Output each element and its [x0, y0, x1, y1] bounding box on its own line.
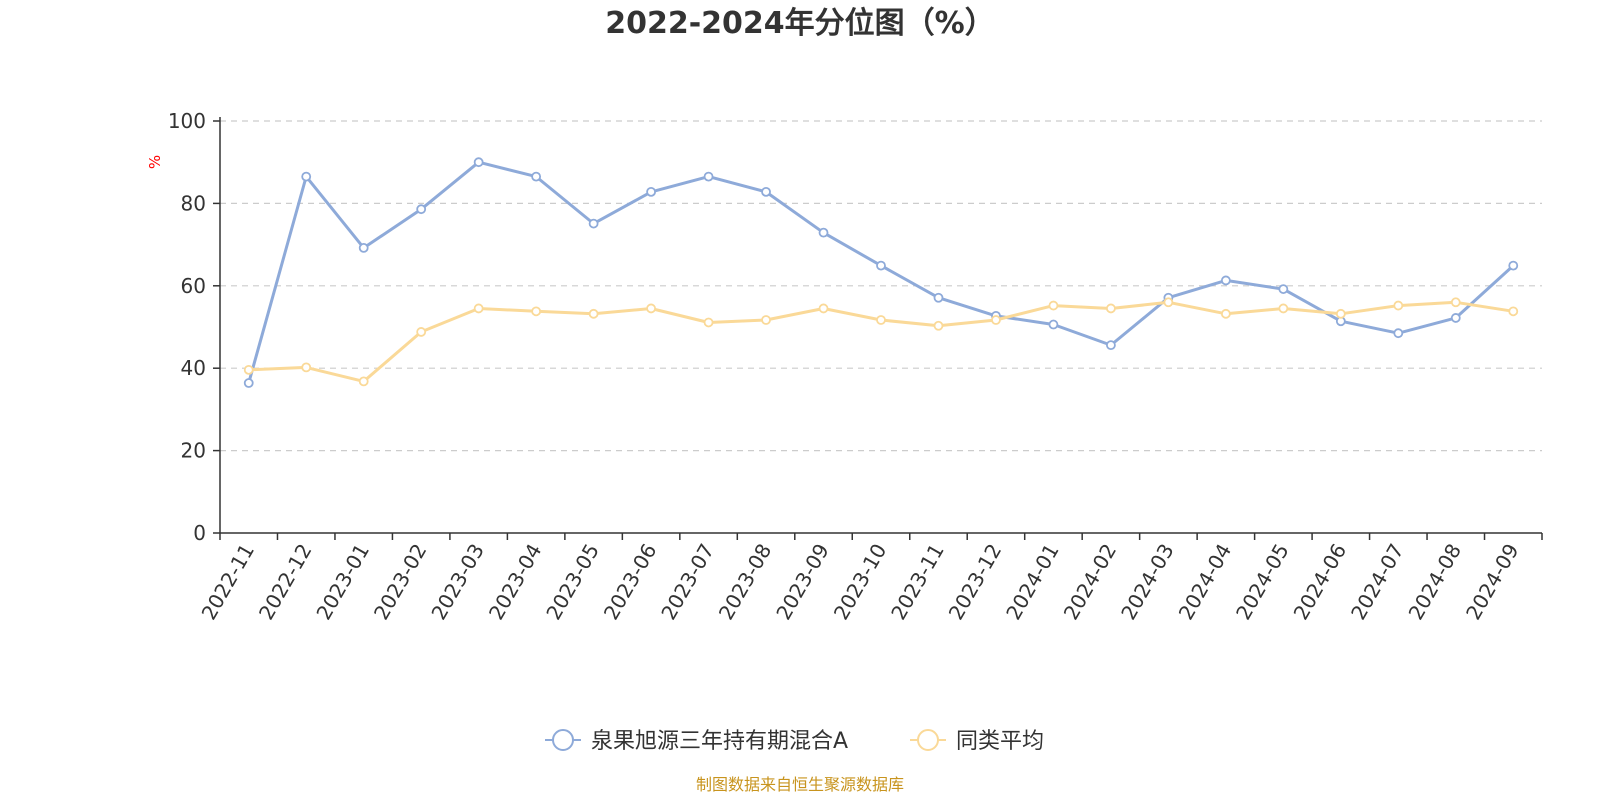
x-tick-label: 2023-01 [311, 540, 374, 624]
series-1 [243, 297, 1519, 387]
data-point [1163, 297, 1174, 308]
data-point [1220, 308, 1231, 319]
data-point [646, 186, 656, 197]
data-point [473, 303, 484, 314]
x-tick-label: 2024-02 [1059, 540, 1122, 624]
data-point [531, 306, 542, 317]
x-tick-label: 2024-06 [1289, 540, 1352, 624]
data-point [761, 186, 771, 197]
data-point [991, 315, 1001, 325]
x-tick-label: 2023-08 [714, 540, 777, 624]
data-point [1278, 284, 1289, 294]
data-point [473, 157, 484, 168]
data-point [301, 362, 312, 373]
data-point [588, 308, 599, 319]
legend-item-1: 同类平均 [910, 729, 1044, 754]
data-point [703, 317, 714, 328]
data-point [1048, 300, 1059, 311]
x-tick-label: 2023-05 [541, 540, 604, 624]
x-tick-label: 2023-04 [484, 540, 547, 624]
data-point [416, 204, 427, 215]
x-tick-label: 2024-05 [1231, 540, 1294, 624]
data-point [646, 303, 656, 314]
data-point [1508, 260, 1519, 271]
data-point [876, 315, 886, 325]
x-axis-ticks: 2022-112022-122023-012023-022023-032023-… [196, 533, 1543, 624]
data-point [1450, 313, 1461, 323]
y-tick-label: 0 [193, 521, 206, 545]
x-tick-label: 2024-01 [1001, 540, 1064, 624]
data-point [358, 376, 369, 387]
x-tick-label: 2023-10 [829, 540, 892, 624]
data-point [1335, 308, 1346, 319]
x-tick-label: 2024-07 [1346, 540, 1409, 624]
legend-label: 同类平均 [956, 729, 1044, 754]
data-point [358, 242, 369, 253]
data-point [818, 303, 829, 314]
data-point [818, 227, 829, 238]
x-tick-label: 2023-02 [369, 540, 432, 624]
legend: 泉果旭源三年持有期混合A 同类平均 [545, 729, 1044, 754]
data-point [1106, 340, 1116, 351]
x-tick-label: 2024-09 [1461, 540, 1524, 624]
data-point [703, 171, 714, 182]
x-tick-label: 2024-03 [1116, 540, 1179, 624]
x-tick-label: 2024-08 [1404, 540, 1467, 624]
series-line [247, 160, 1515, 384]
legend-item-0: 泉果旭源三年持有期混合A [545, 729, 848, 754]
series-line [248, 300, 1514, 383]
chart-title: 2022-2024年分位图（%） [605, 6, 995, 41]
y-axis-unit: % [146, 155, 164, 169]
y-axis-ticks: 0 20 40 60 80 100 [168, 109, 220, 545]
data-point [531, 171, 542, 182]
x-tick-label: 2023-03 [426, 540, 489, 624]
data-point [1106, 303, 1116, 314]
x-tick-label: 2023-06 [599, 540, 662, 624]
x-tick-label: 2023-12 [944, 540, 1007, 624]
x-tick-label: 2022-12 [254, 540, 317, 624]
data-point [876, 260, 886, 271]
data-point [1450, 297, 1461, 308]
data-point [933, 292, 944, 303]
y-tick-label: 40 [181, 356, 206, 380]
data-point [1220, 275, 1231, 286]
legend-swatch-marker [917, 729, 939, 751]
x-tick-label: 2023-09 [771, 540, 834, 624]
data-point [588, 218, 599, 229]
y-tick-label: 20 [181, 439, 206, 463]
data-point [933, 320, 944, 331]
gridlines [220, 120, 1542, 452]
legend-swatch-marker [552, 729, 574, 751]
axes [219, 117, 1542, 534]
data-point [1393, 328, 1404, 339]
data-point [416, 327, 427, 337]
y-tick-label: 80 [181, 191, 206, 215]
y-tick-label: 100 [168, 109, 206, 133]
data-point [301, 171, 312, 182]
data-point [1508, 306, 1519, 317]
series-group [243, 157, 1519, 388]
x-tick-label: 2024-04 [1174, 540, 1237, 624]
series-0 [243, 157, 1519, 388]
data-point [761, 315, 771, 325]
data-point [243, 364, 254, 375]
y-tick-label: 60 [181, 274, 206, 298]
x-tick-label: 2023-11 [886, 540, 949, 624]
x-tick-label: 2023-07 [656, 540, 719, 624]
legend-label: 泉果旭源三年持有期混合A [591, 729, 848, 754]
data-point [1278, 303, 1289, 314]
data-point [1393, 300, 1404, 311]
data-point [1048, 319, 1059, 330]
data-point [243, 378, 254, 388]
source-note: 制图数据来自恒生聚源数据库 [696, 775, 904, 794]
x-tick-label: 2022-11 [196, 540, 259, 624]
